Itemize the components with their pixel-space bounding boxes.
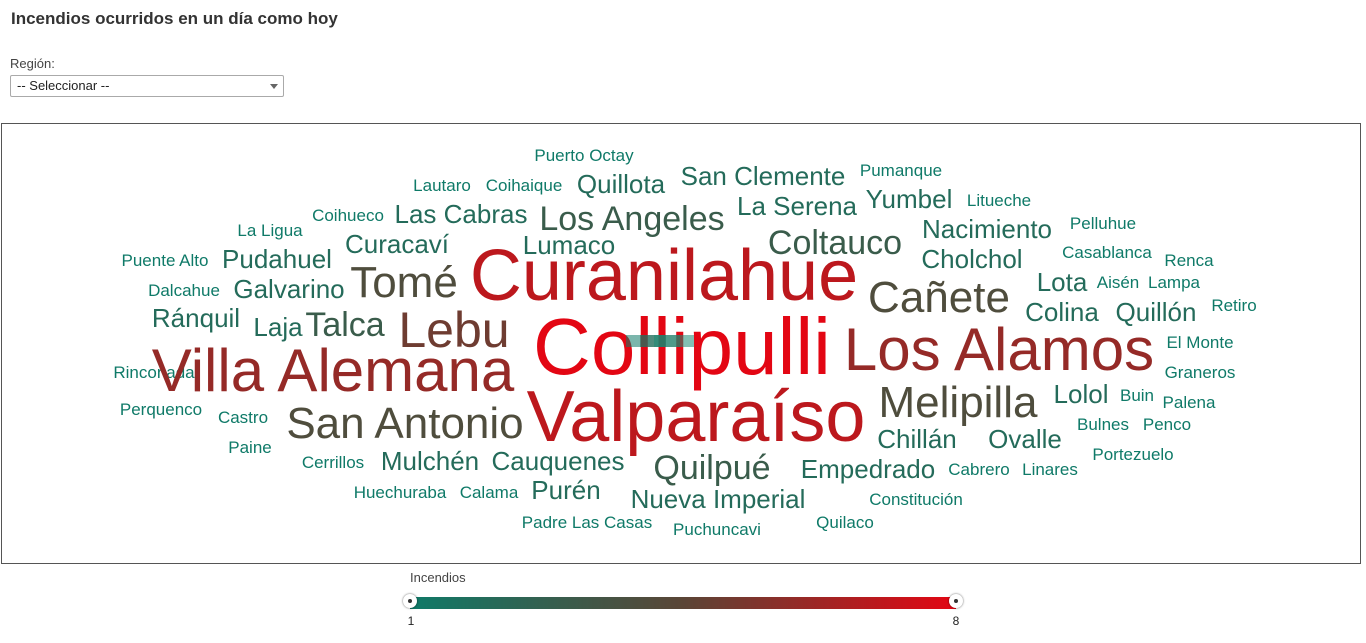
word-curanilahue[interactable]: Curanilahue [470, 236, 858, 316]
word-galvarino[interactable]: Galvarino [233, 274, 344, 304]
word-bulnes[interactable]: Bulnes [1077, 415, 1129, 434]
word-perquenco[interactable]: Perquenco [120, 400, 202, 419]
word-cauquenes[interactable]: Cauquenes [492, 446, 625, 476]
word-rinconada[interactable]: Rinconada [113, 363, 195, 382]
word-colina[interactable]: Colina [1025, 297, 1099, 327]
region-select[interactable]: -- Seleccionar -- [10, 75, 284, 97]
word-puerto-octay[interactable]: Puerto Octay [534, 146, 634, 165]
legend-title: Incendios [410, 570, 466, 585]
word-yumbel[interactable]: Yumbel [866, 184, 953, 214]
word-cholchol[interactable]: Cholchol [921, 244, 1022, 274]
word-los-alamos[interactable]: Los Alamos [844, 316, 1154, 383]
word-penco[interactable]: Penco [1143, 415, 1191, 434]
region-filter-label: Región: [10, 56, 55, 71]
legend-max-handle[interactable] [949, 594, 963, 608]
word-cloud-panel: Puerto Octay Pumanque Lautaro Coihaique Litu… [1, 123, 1361, 564]
word-quillota[interactable]: Quillota [577, 169, 666, 199]
word-coihueco[interactable]: Coihueco [312, 206, 384, 225]
word-casablanca[interactable]: Casablanca [1062, 243, 1152, 262]
word-san-antonio[interactable]: San Antonio [286, 399, 523, 448]
word-coihaique[interactable]: Coihaique [486, 176, 563, 195]
word-padre-las-casas[interactable]: Padre Las Casas [522, 513, 652, 532]
word-ovalle[interactable]: Ovalle [988, 424, 1062, 454]
chevron-down-icon[interactable] [270, 84, 278, 89]
word-palena[interactable]: Palena [1163, 393, 1216, 412]
word-ranquil[interactable]: Ránquil [152, 303, 240, 333]
overlapped-label-cluster [626, 335, 694, 347]
word-puente-alto[interactable]: Puente Alto [122, 251, 209, 270]
word-calama[interactable]: Calama [460, 483, 519, 502]
word-las-cabras[interactable]: Las Cabras [395, 199, 528, 229]
word-linares[interactable]: Linares [1022, 460, 1078, 479]
word-laja[interactable]: Laja [253, 312, 303, 342]
word-quilpue[interactable]: Quilpué [653, 449, 770, 487]
word-empedrado[interactable]: Empedrado [801, 454, 935, 484]
word-aisen[interactable]: Aisén [1097, 273, 1140, 292]
word-curacavi[interactable]: Curacaví [345, 229, 450, 259]
page-title: Incendios ocurridos en un día como hoy [11, 9, 338, 28]
word-valparaiso[interactable]: Valparaíso [527, 377, 866, 457]
word-villa-alemana[interactable]: Villa Alemana [152, 337, 515, 404]
word-pudahuel[interactable]: Pudahuel [222, 244, 332, 274]
word-nueva-imperial[interactable]: Nueva Imperial [631, 484, 806, 514]
legend-min-handle[interactable] [403, 594, 417, 608]
color-legend [403, 594, 963, 609]
legend-max-label: 8 [952, 614, 960, 628]
word-san-clemente[interactable]: San Clemente [681, 161, 846, 191]
word-lota[interactable]: Lota [1037, 267, 1088, 297]
word-retiro[interactable]: Retiro [1211, 296, 1256, 315]
word-lautaro[interactable]: Lautaro [413, 176, 471, 195]
word-portezuelo[interactable]: Portezuelo [1092, 445, 1173, 464]
word-los-angeles[interactable]: Los Angeles [539, 200, 724, 238]
word-tome[interactable]: Tomé [350, 258, 458, 307]
legend-min-label: 1 [407, 614, 415, 628]
word-pelluhue[interactable]: Pelluhue [1070, 214, 1136, 233]
word-paine[interactable]: Paine [228, 438, 271, 457]
word-buin[interactable]: Buin [1120, 386, 1154, 405]
word-mulchen[interactable]: Mulchén [381, 446, 479, 476]
word-puchuncavi[interactable]: Puchuncavi [673, 520, 761, 539]
word-quillon[interactable]: Quillón [1116, 297, 1197, 327]
word-lampa[interactable]: Lampa [1148, 273, 1201, 292]
word-puren[interactable]: Purén [531, 475, 600, 505]
word-talca[interactable]: Talca [305, 306, 384, 344]
word-cabrero[interactable]: Cabrero [948, 460, 1009, 479]
word-canete[interactable]: Cañete [868, 273, 1010, 322]
legend-gradient [410, 597, 956, 609]
word-lolol[interactable]: Lolol [1054, 379, 1109, 409]
word-quilaco[interactable]: Quilaco [816, 513, 874, 532]
word-coltauco[interactable]: Coltauco [768, 224, 902, 262]
word-melipilla[interactable]: Melipilla [879, 378, 1038, 427]
word-litueche[interactable]: Litueche [967, 191, 1031, 210]
word-cloud: Puerto Octay Pumanque Lautaro Coihaique Litu… [113, 146, 1256, 539]
overlap-mark [654, 335, 694, 347]
word-cerrillos[interactable]: Cerrillos [302, 453, 364, 472]
word-constitucion[interactable]: Constitución [869, 490, 963, 509]
word-la-serena[interactable]: La Serena [737, 191, 858, 221]
word-pumanque[interactable]: Pumanque [860, 161, 942, 180]
word-renca[interactable]: Renca [1164, 251, 1214, 270]
word-la-ligua[interactable]: La Ligua [237, 221, 303, 240]
word-dalcahue[interactable]: Dalcahue [148, 281, 220, 300]
word-lebu[interactable]: Lebu [398, 302, 509, 358]
word-chillan[interactable]: Chillán [877, 424, 957, 454]
word-lumaco[interactable]: Lumaco [523, 230, 616, 260]
word-graneros[interactable]: Graneros [1165, 363, 1236, 382]
word-huechuraba[interactable]: Huechuraba [354, 483, 447, 502]
region-select-value: -- Seleccionar -- [17, 78, 110, 93]
word-nacimiento[interactable]: Nacimiento [922, 214, 1052, 244]
word-castro[interactable]: Castro [218, 408, 268, 427]
word-el-monte[interactable]: El Monte [1166, 333, 1233, 352]
